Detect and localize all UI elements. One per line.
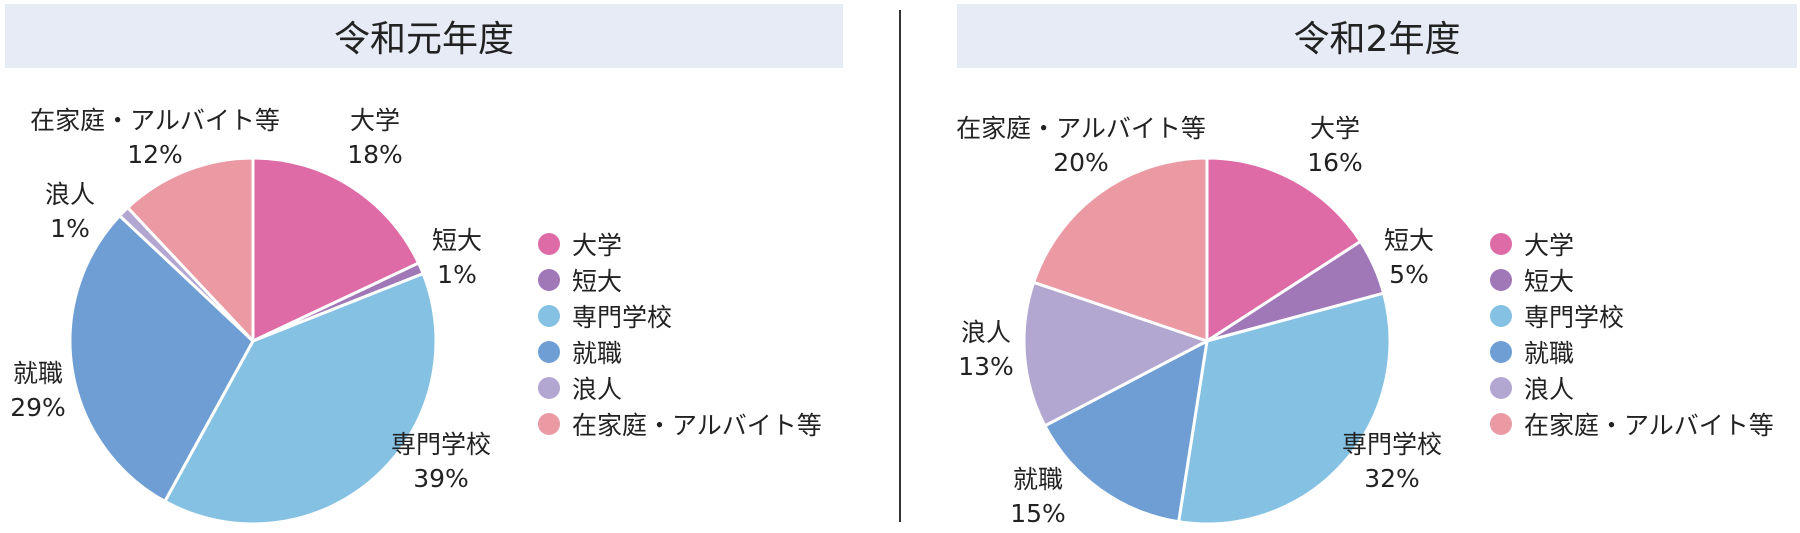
legend-item: 就職 [538,334,822,370]
legend-label: 専門学校 [572,303,673,332]
legend-item: 就職 [1490,334,1774,370]
legend-label: 専門学校 [1524,303,1625,332]
legend-swatch [538,413,560,435]
legend-label: 就職 [572,339,623,368]
pie-slice [126,156,255,343]
slice-label: 在家庭・アルバイト等 12% [30,104,280,172]
panel-divider [899,10,901,522]
legend-item: 大学 [538,226,822,262]
slice-value: 20% [1053,148,1109,177]
legend-item: 大学 [1490,226,1774,262]
legend: 大学 短大 専門学校 就職 浪人 在家庭・アルバイト等 [1490,226,1774,442]
pie-slice [1205,156,1363,343]
slice-label: 短大 5% [1384,224,1434,292]
slice-category: 専門学校 [1341,430,1443,459]
legend-swatch [1490,413,1512,435]
legend-label: 就職 [1524,339,1575,368]
pie-slice [1043,339,1209,524]
slice-label: 短大 1% [432,224,482,292]
legend-swatch [538,377,560,399]
pie-slice [1032,156,1209,343]
legend-item: 短大 [538,262,822,298]
slice-category: 短大 [431,226,483,255]
legend-swatch [538,269,560,291]
legend-swatch [1490,305,1512,327]
slice-value: 5% [1389,260,1429,289]
pie-slice [68,214,255,503]
slice-label: 浪人 1% [45,178,95,246]
legend-swatch [1490,269,1512,291]
legend-item: 専門学校 [1490,298,1774,334]
legend-swatch [1490,233,1512,255]
legend-item: 浪人 [538,370,822,406]
slice-value: 13% [958,352,1014,381]
chart-panel-reiwa-gannendo: 令和元年度 大学 短大 専門学校 就職 浪人 在家庭・アルバイト等 大学 18% … [0,0,880,533]
slice-label: 大学 16% [1307,112,1363,180]
slice-category: 在家庭・アルバイト等 [956,114,1206,143]
pie-slice [1022,280,1209,428]
legend-swatch [1490,377,1512,399]
slice-category: 浪人 [960,318,1012,347]
slice-category: 大学 [349,106,401,135]
pie-slice [251,156,421,343]
slice-category: 専門学校 [390,430,492,459]
pie-slice [163,272,438,526]
legend-label: 浪人 [1524,375,1575,404]
slice-label: 大学 18% [347,104,403,172]
slice-label: 就職 15% [1010,463,1066,531]
slice-value: 32% [1364,464,1420,493]
legend-label: 浪人 [572,375,623,404]
legend-label: 大学 [1524,231,1575,260]
legend-swatch [538,233,560,255]
slice-value: 12% [127,140,183,169]
slice-value: 1% [50,214,90,243]
slice-category: 就職 [12,359,64,388]
pie-slice [1177,291,1392,526]
legend-swatch [1490,341,1512,363]
slice-label: 浪人 13% [958,316,1014,384]
slice-label: 就職 29% [10,357,66,425]
pie-chart [68,156,438,526]
slice-label: 在家庭・アルバイト等 20% [956,112,1206,180]
legend-label: 短大 [1524,267,1575,296]
chart-title: 令和2年度 [957,4,1797,68]
slice-value: 16% [1307,148,1363,177]
legend-label: 大学 [572,231,623,260]
slice-category: 就職 [1012,465,1064,494]
slice-label: 専門学校 32% [1342,428,1442,496]
legend-label: 在家庭・アルバイト等 [1524,411,1774,440]
legend-item: 在家庭・アルバイト等 [538,406,822,442]
slice-category: 在家庭・アルバイト等 [30,106,280,135]
legend: 大学 短大 専門学校 就職 浪人 在家庭・アルバイト等 [538,226,822,442]
pie-chart [1022,156,1392,526]
chart-title: 令和元年度 [5,4,843,68]
slice-value: 39% [413,464,469,493]
slice-value: 29% [10,393,66,422]
legend-item: 短大 [1490,262,1774,298]
legend-item: 在家庭・アルバイト等 [1490,406,1774,442]
slice-value: 15% [1010,499,1066,528]
legend-item: 浪人 [1490,370,1774,406]
legend-swatch [538,341,560,363]
slice-value: 1% [437,260,477,289]
chart-panel-reiwa-2-nendo: 令和2年度 大学 短大 専門学校 就職 浪人 在家庭・アルバイト等 大学 16% … [940,0,1800,533]
slice-category: 短大 [1383,226,1435,255]
legend-label: 在家庭・アルバイト等 [572,411,822,440]
slice-category: 大学 [1309,114,1361,143]
slice-category: 浪人 [44,180,96,209]
legend-label: 短大 [572,267,623,296]
slice-label: 専門学校 39% [391,428,491,496]
legend-swatch [538,305,560,327]
legend-item: 専門学校 [538,298,822,334]
slice-value: 18% [347,140,403,169]
